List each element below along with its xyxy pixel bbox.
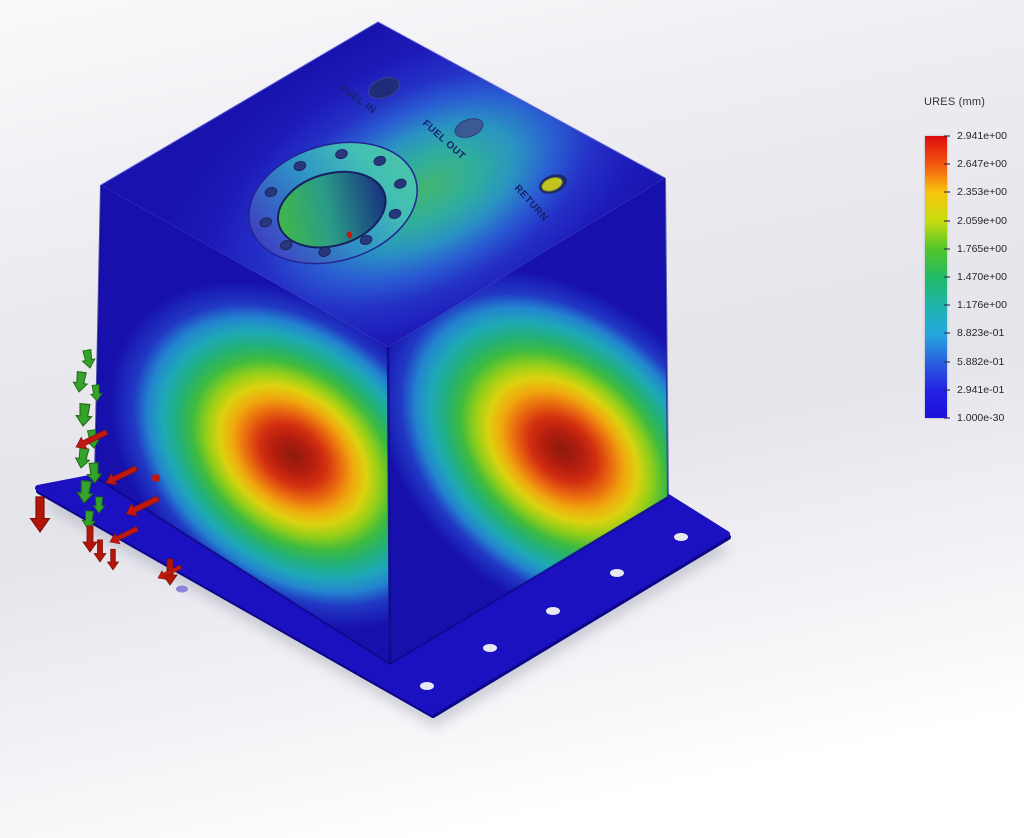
legend-colorbar <box>925 136 947 418</box>
legend-label: 2.941e-01 <box>957 384 1005 396</box>
legend-label: 1.765e+00 <box>957 243 1007 255</box>
legend-row: 5.882e-01 <box>944 355 1004 369</box>
legend-label: 1.000e-30 <box>957 412 1005 424</box>
legend-label: 2.059e+00 <box>957 215 1007 227</box>
cube-left-face <box>95 185 390 664</box>
legend-label: 5.882e-01 <box>957 356 1005 368</box>
flange-mounting-hole <box>420 682 434 690</box>
legend-tick <box>944 332 950 334</box>
flange-mounting-hole <box>546 607 560 615</box>
load-arrows <box>30 425 184 586</box>
return-port-hole <box>539 174 567 194</box>
load-point-marker <box>152 474 160 482</box>
legend-row: 8.823e-01 <box>944 326 1004 340</box>
legend-tick <box>944 304 950 306</box>
legend-row: 1.765e+00 <box>944 242 1007 256</box>
legend-tick <box>944 191 950 193</box>
legend-row: 2.059e+00 <box>944 214 1007 228</box>
flange-bore <box>276 170 387 249</box>
legend-tick <box>944 276 950 278</box>
legend-row: 1.000e-30 <box>944 411 1004 425</box>
legend-tick <box>944 248 950 250</box>
flange-mounting-hole <box>176 585 188 593</box>
legend-row: 1.470e+00 <box>944 270 1007 284</box>
legend-label: 2.941e+00 <box>957 130 1007 142</box>
legend-tick <box>944 417 950 419</box>
flange-mounting-hole <box>610 569 624 577</box>
legend-tick <box>944 361 950 363</box>
legend-label: 2.647e+00 <box>957 158 1007 170</box>
load-arrow-down-icon <box>30 496 50 533</box>
flange-mounting-hole <box>674 533 688 541</box>
fuel-in-port-hole <box>368 77 400 99</box>
fixture-arrow-icon <box>80 348 97 370</box>
fixture-arrow-icon <box>71 370 90 394</box>
max-displacement-marker <box>346 231 352 239</box>
legend-tick <box>944 135 950 137</box>
legend-label: 1.470e+00 <box>957 271 1007 283</box>
fixture-arrow-icon <box>74 402 94 428</box>
legend-title: URES (mm) <box>924 96 986 108</box>
fuel-out-port-hole <box>454 118 484 138</box>
fixture-arrow-icon <box>73 446 92 470</box>
legend-tick <box>944 389 950 391</box>
legend-label: 1.176e+00 <box>957 299 1007 311</box>
legend-tick <box>944 220 950 222</box>
flange-mounting-hole <box>483 644 497 652</box>
top-flange-ring <box>248 141 418 265</box>
bolt-holes <box>259 149 407 257</box>
legend-row: 2.941e-01 <box>944 383 1004 397</box>
legend-tick <box>944 163 950 165</box>
legend-label: 2.353e+00 <box>957 186 1007 198</box>
load-arrow-down-icon <box>107 548 119 571</box>
legend-row: 1.176e+00 <box>944 298 1007 312</box>
legend-row: 2.353e+00 <box>944 185 1007 199</box>
legend-label: 8.823e-01 <box>957 327 1005 339</box>
legend-row: 2.941e+00 <box>944 129 1007 143</box>
cube-right-face <box>388 178 668 664</box>
legend-row: 2.647e+00 <box>944 157 1007 171</box>
